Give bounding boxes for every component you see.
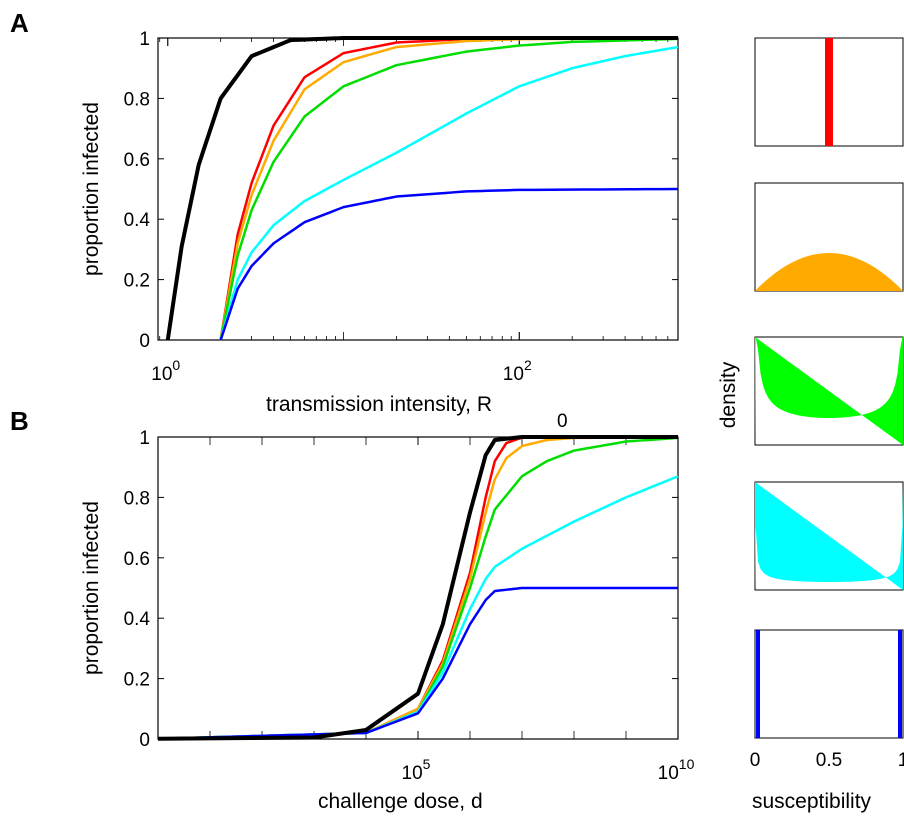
- x-tick-label: 102: [503, 357, 532, 385]
- density-fill: [825, 38, 833, 146]
- y-tick-label: 0.2: [124, 670, 150, 691]
- series-line: [157, 435, 679, 741]
- series-line: [219, 45, 679, 341]
- x-tick-label: 105: [402, 756, 431, 784]
- density-fill: [756, 630, 760, 738]
- chart-b: 0 0.2 0.4 0.6 0.8 1 105 1010 proportion infecte…: [80, 428, 695, 813]
- susceptibility-axis-label: susceptibility: [752, 790, 872, 813]
- y-tick-label: 0.6: [124, 150, 150, 171]
- ticks-b: 0 0.2 0.4 0.6 0.8 1 105 1010: [124, 428, 695, 784]
- x-axis-label-a: transmission intensity, R: [266, 393, 492, 416]
- chart-a: 0 0.2 0.4 0.6 0.8 1 100 102 proportion infected…: [80, 29, 679, 432]
- density-x-tick-label: 1: [898, 750, 904, 771]
- series-line: [219, 36, 679, 341]
- density-frame: [754, 629, 904, 739]
- y-axis-label-a: proportion infected: [80, 102, 103, 276]
- density-fill: [755, 482, 903, 590]
- x-axis-label-a-subscript: 0: [557, 411, 568, 432]
- y-tick-label: 0.6: [124, 549, 150, 570]
- density-panels: [754, 37, 904, 739]
- x-axis-label-b: challenge dose, d: [318, 790, 483, 813]
- density-x-tick-label: 0.5: [816, 750, 842, 771]
- y-tick-label: 0.2: [124, 271, 150, 292]
- y-tick-label: 0: [139, 331, 150, 352]
- density-ticks: 0 0.5 1: [750, 750, 904, 771]
- series-b: [157, 435, 679, 741]
- density-panel: [754, 629, 904, 739]
- y-tick-label: 0: [139, 730, 150, 751]
- y-tick-label: 0.4: [124, 210, 151, 231]
- y-tick-label: 0.8: [124, 488, 150, 509]
- density-panel: [754, 37, 904, 147]
- series-line: [165, 36, 678, 341]
- density-panel: [754, 481, 904, 591]
- series-line: [157, 435, 678, 741]
- panel-label-b: B: [10, 406, 29, 436]
- series-line: [157, 586, 678, 741]
- density-panel: [754, 336, 904, 446]
- density-fill: [898, 630, 902, 738]
- density-panel: [754, 182, 904, 292]
- series-line: [219, 187, 679, 341]
- y-tick-label: 1: [139, 29, 150, 50]
- series-a: [165, 36, 679, 341]
- y-axis-label-b: proportion infected: [80, 501, 103, 675]
- x-tick-label: 1010: [658, 756, 695, 784]
- density-fill: [755, 337, 903, 445]
- density-x-tick-label: 0: [750, 750, 761, 771]
- y-tick-label: 0.4: [124, 609, 151, 630]
- x-tick-label: 100: [151, 357, 180, 385]
- density-axis-label: density: [717, 361, 740, 428]
- series-line: [219, 37, 679, 341]
- y-tick-label: 1: [139, 428, 150, 449]
- panel-label-a: A: [10, 8, 29, 38]
- y-tick-label: 0.8: [124, 89, 150, 110]
- density-fill: [755, 253, 903, 291]
